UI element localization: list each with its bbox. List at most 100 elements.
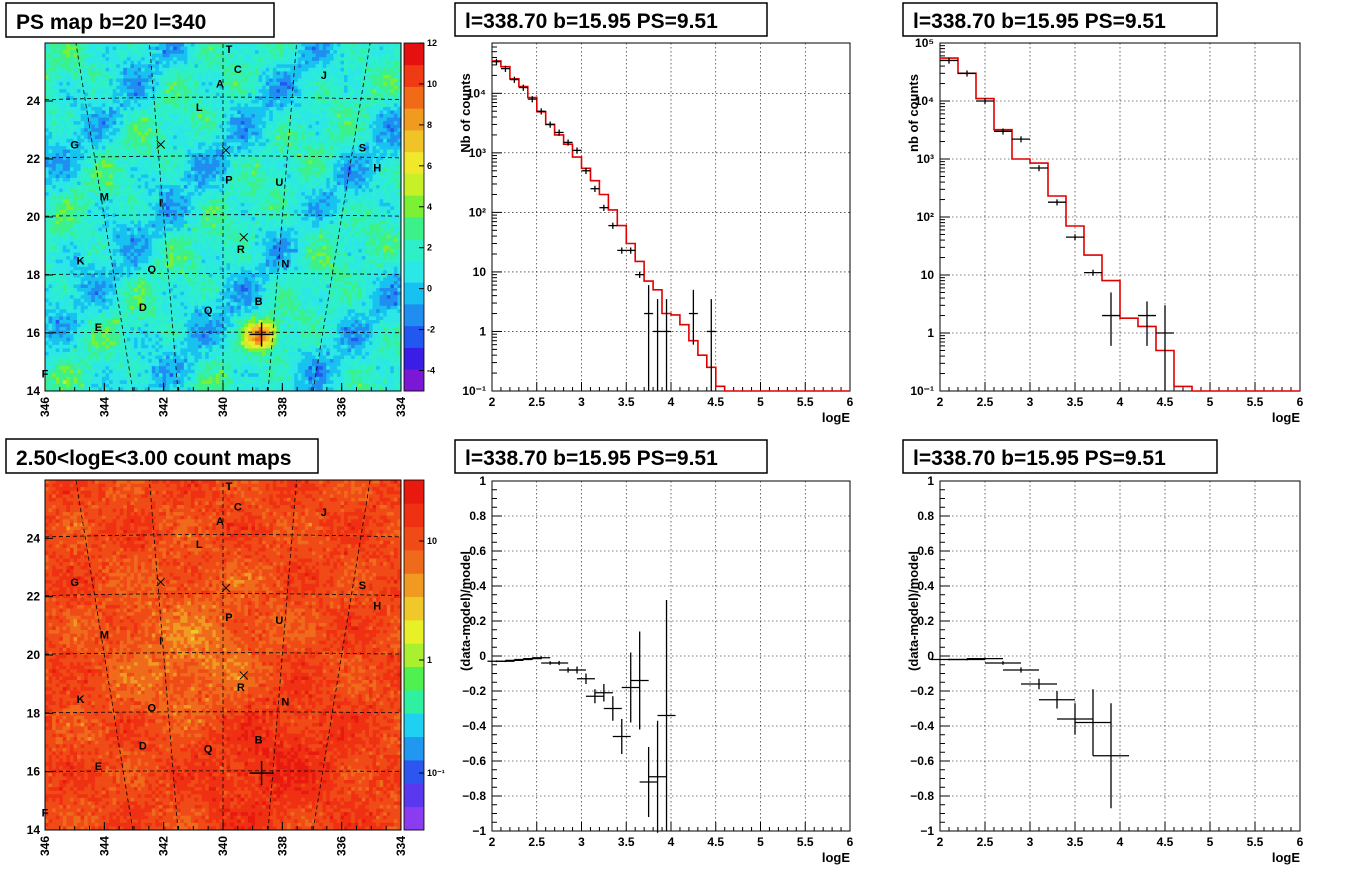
data-point (706, 299, 716, 391)
data-point (662, 299, 671, 391)
spectrum-right-title-box (902, 2, 1218, 37)
y-axis-label: (data-model)/model (906, 551, 921, 671)
x-axis-label: logE (822, 410, 850, 425)
y-tick-label: 10⁵ (915, 36, 934, 50)
x-tick-label: 2 (489, 835, 496, 849)
spectrum-left-title-box (454, 2, 768, 37)
point-source-marker (249, 322, 274, 347)
source-label-E: E (95, 322, 102, 334)
residual-right-plot: 2 2.5 3 3.5 4 4.5 5 5.5 6 −1 −0.8 −0.6 −0.4 −0.2 0 0.2 0… (906, 474, 1304, 865)
y-tick-label: 0.4 (469, 579, 486, 593)
data-point (545, 121, 555, 128)
source-label-J: J (321, 70, 327, 82)
source-cross-marker (239, 671, 249, 680)
x-tick-label: 3.5 (618, 395, 635, 409)
x-tick-label: 3.5 (1067, 835, 1084, 849)
y-tick-label: 10 (473, 265, 487, 279)
count-map-image: 346 344 342 340 338 336 334 14 16 18 20 22 24 TC J A L G S… (27, 479, 408, 856)
data-point (518, 84, 528, 91)
map-y-tick-label: 18 (27, 706, 41, 720)
source-label-J: J (321, 507, 327, 519)
data-point (527, 96, 537, 103)
y-tick-label: 10³ (917, 152, 934, 166)
data-point (617, 247, 627, 254)
y-tick-label: 1 (479, 474, 486, 488)
source-label-D: D (139, 740, 147, 752)
data-point (599, 204, 609, 211)
colorbar-tick-label: 6 (427, 161, 432, 171)
residual-point (576, 673, 595, 684)
y-tick-label: 10³ (469, 146, 486, 160)
source-cross-marker (239, 232, 249, 242)
y-tick-label: −1 (920, 824, 934, 838)
data-point (500, 65, 510, 72)
data-point (1102, 292, 1120, 346)
residual-left-title-box (454, 439, 768, 474)
source-label-H: H (373, 163, 381, 175)
residual-point (532, 656, 551, 660)
data-point (994, 128, 1012, 135)
y-tick-label: 0.6 (469, 544, 486, 558)
map-x-tick-label: 338 (275, 397, 289, 417)
x-tick-label: 4.5 (707, 835, 724, 849)
spectrum-right-title: l=338.70 b=15.95 PS=9.51 (913, 10, 1166, 33)
source-label-S: S (359, 142, 366, 154)
y-tick-label: 10⁴ (915, 94, 934, 108)
map-y-tick-label: 14 (27, 823, 41, 837)
x-tick-label: 3 (578, 835, 585, 849)
x-tick-label: 2.5 (528, 395, 545, 409)
source-label-G: G (70, 577, 79, 589)
y-tick-label: 10⁻¹ (462, 384, 486, 398)
y-axis-label: (data-model)/model (458, 551, 473, 671)
colorbar-tick-label: 8 (427, 120, 432, 130)
y-tick-label: 0.2 (917, 614, 934, 628)
map-y-tick-label: 20 (27, 210, 41, 224)
x-tick-label: 4.5 (1157, 835, 1174, 849)
residual-point (1039, 691, 1075, 709)
source-label-L: L (196, 102, 203, 114)
colorbar-tick-label: 10 (427, 536, 437, 546)
source-label-C: C (234, 501, 242, 513)
count-map-panel: 2.50<logE<3.00 count maps 346 344 342 340 33… (5, 438, 445, 856)
residual-point (985, 661, 1021, 665)
data-point (1084, 269, 1102, 276)
x-tick-label: 6 (1297, 835, 1304, 849)
residual-right-title-box (902, 439, 1218, 474)
source-cross-marker (156, 577, 166, 587)
colorbar-tick-label: 10⁻¹ (427, 768, 445, 778)
map-x-tick-label: 334 (394, 397, 408, 417)
data-point (1030, 165, 1048, 172)
x-tick-label: 5 (1207, 395, 1214, 409)
data-point (581, 167, 591, 175)
x-tick-label: 4 (668, 835, 675, 849)
x-tick-label: 3.5 (618, 835, 635, 849)
residual-left-title: l=338.70 b=15.95 PS=9.51 (465, 447, 718, 470)
y-tick-label: 0.4 (917, 579, 934, 593)
map1-projection-grid (45, 43, 401, 391)
map-x-tick-label: 336 (335, 397, 349, 417)
data-point (644, 285, 654, 391)
x-tick-label: 5.5 (1247, 835, 1264, 849)
x-tick-label: 3 (578, 395, 585, 409)
source-label-I: I (159, 635, 162, 647)
x-tick-label: 4.5 (707, 395, 724, 409)
spectrum-left-panel: l=338.70 b=15.95 PS=9.51 2 2.5 3 3.5 4 4.5 5 5.… (454, 2, 854, 425)
ps-map-panel: PS map b=20 l=340 346 344 342 340 338 336 334 1… (5, 2, 437, 417)
map-x-tick-label: 336 (335, 836, 349, 856)
data-point (536, 108, 546, 115)
y-tick-label: 10 (921, 268, 935, 282)
residual-point (1075, 689, 1111, 756)
source-label-P: P (225, 612, 232, 624)
spectrum-right-plot: 2 2.5 3 3.5 4 4.5 5 5.5 6 10⁻¹ 1 10 10² 10³ 10⁴ 10⁵ logE… (906, 36, 1304, 425)
map-y-tick-label: 14 (27, 384, 41, 398)
source-label-F: F (42, 808, 49, 820)
map-y-tick-label: 16 (27, 765, 41, 779)
map-x-tick-label: 340 (216, 836, 230, 856)
y-tick-label: 10² (469, 205, 486, 219)
colorbar-tick-label: 0 (427, 284, 432, 294)
data-point (572, 147, 582, 154)
y-tick-label: −0.4 (462, 719, 486, 733)
y-tick-label: 10² (917, 210, 934, 224)
source-label-M: M (100, 192, 109, 204)
